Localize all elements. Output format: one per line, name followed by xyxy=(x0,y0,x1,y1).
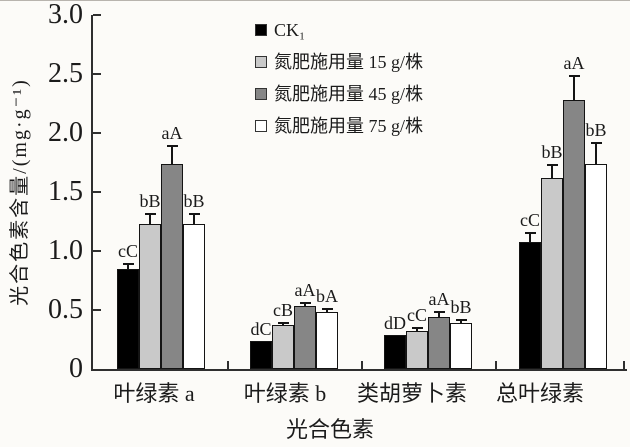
bar-类胡萝卜素-氮肥施用量 75 g/株 xyxy=(450,322,472,369)
significance-label: cC xyxy=(118,240,138,261)
error-bar-line xyxy=(551,163,553,178)
bar-叶绿素 b-氮肥施用量 15 g/株 xyxy=(272,325,294,369)
legend-item: 氮肥施用量 45 g/株 xyxy=(255,78,423,110)
bar-叶绿素 a-氮肥施用量 75 g/株 xyxy=(183,223,205,369)
error-bar-line xyxy=(438,311,440,318)
legend-swatch-icon xyxy=(255,56,267,68)
significance-label: aA xyxy=(563,53,585,74)
error-bar-cap xyxy=(411,326,423,329)
error-bar-cap xyxy=(568,75,580,78)
x-axis-title: 光合色素 xyxy=(285,417,375,442)
category-label: 类胡萝卜素 xyxy=(356,381,468,406)
y-tick-mark xyxy=(93,132,101,134)
x-tick-mark xyxy=(494,361,497,369)
significance-label: bB xyxy=(585,120,607,141)
error-bar-cap xyxy=(546,163,558,166)
significance-label: bB xyxy=(183,191,205,212)
bar-叶绿素 a-氮肥施用量 15 g/株 xyxy=(139,223,161,369)
significance-label: cC xyxy=(407,304,427,325)
y-tick-label: 1.0 xyxy=(48,235,83,266)
y-tick-label: 1.5 xyxy=(48,176,83,207)
legend-label: 氮肥施用量 75 g/株 xyxy=(274,116,424,136)
bar-总叶绿素-氮肥施用量 75 g/株 xyxy=(585,163,607,369)
bar-类胡萝卜素-氮肥施用量 45 g/株 xyxy=(428,317,450,369)
significance-label: cB xyxy=(273,299,293,320)
error-bar-cap xyxy=(122,262,134,265)
error-bar-cap xyxy=(188,213,200,216)
bar-叶绿素 a-氮肥施用量 45 g/株 xyxy=(161,163,183,369)
error-bar-line xyxy=(529,232,531,242)
error-bar-cap xyxy=(524,232,536,235)
y-tick-label: 0 xyxy=(69,353,83,384)
category-label: 总叶绿素 xyxy=(495,381,585,406)
error-bar-cap xyxy=(433,311,445,314)
legend-label: 氮肥施用量 45 g/株 xyxy=(274,84,424,104)
y-tick-label: 2.5 xyxy=(48,58,83,89)
error-bar-line xyxy=(573,75,575,100)
error-bar-line xyxy=(149,213,151,224)
legend-label: 氮肥施用量 15 g/株 xyxy=(274,52,424,72)
legend-item: 氮肥施用量 15 g/株 xyxy=(255,46,423,78)
legend: CK₁ 氮肥施用量 15 g/株 氮肥施用量 45 g/株 氮肥施用量 75 g/株 xyxy=(255,14,423,142)
legend-swatch-icon xyxy=(255,88,267,100)
bar-叶绿素 a-CK₁ xyxy=(117,268,139,369)
significance-label: bB xyxy=(541,141,563,162)
bar-类胡萝卜素-CK₁ xyxy=(384,334,406,369)
x-tick-mark xyxy=(623,361,625,369)
y-tick-label: 3.0 xyxy=(48,0,83,30)
error-bar-line xyxy=(127,262,129,269)
error-bar-cap xyxy=(277,321,289,324)
bar-总叶绿素-氮肥施用量 15 g/株 xyxy=(541,177,563,369)
bar-总叶绿素-氮肥施用量 45 g/株 xyxy=(563,99,585,369)
y-tick-mark xyxy=(93,250,101,252)
y-tick-mark xyxy=(93,309,101,311)
legend-swatch-icon xyxy=(255,120,267,132)
bar-类胡萝卜素-氮肥施用量 15 g/株 xyxy=(406,331,428,369)
error-bar-line xyxy=(416,326,418,332)
legend-swatch-icon xyxy=(255,24,267,36)
error-bar-line xyxy=(595,142,597,164)
error-bar-line xyxy=(171,144,173,164)
category-label: 叶绿素 b xyxy=(243,381,327,406)
legend-label: CK₁ xyxy=(274,20,306,40)
significance-label: cC xyxy=(520,210,540,231)
error-bar-cap xyxy=(590,142,602,145)
bar-叶绿素 b-CK₁ xyxy=(250,340,272,369)
significance-label: dD xyxy=(384,312,406,333)
bar-叶绿素 b-氮肥施用量 45 g/株 xyxy=(294,306,316,369)
significance-label: aA xyxy=(294,279,316,300)
significance-label: aA xyxy=(161,122,183,143)
significance-label: dC xyxy=(250,318,272,339)
error-bar-line xyxy=(193,213,195,224)
significance-label: bA xyxy=(316,285,338,306)
y-tick-mark xyxy=(93,191,101,193)
error-bar-cap xyxy=(166,144,178,147)
significance-label: bB xyxy=(450,297,472,318)
error-bar-cap xyxy=(144,213,156,216)
error-bar-line xyxy=(304,301,306,307)
y-tick-mark xyxy=(93,14,101,16)
x-tick-mark xyxy=(226,361,229,369)
y-tick-label: 0.5 xyxy=(48,294,83,325)
x-tick-mark xyxy=(360,361,363,369)
error-bar-cap xyxy=(299,301,311,304)
bar-叶绿素 b-氮肥施用量 75 g/株 xyxy=(316,312,338,369)
legend-item: CK₁ xyxy=(255,14,423,46)
plot-area: cC dC dD cC bB cB cC bB aA aA aA aA bB bA bB bB xyxy=(91,14,627,371)
y-tick-label: 2.0 xyxy=(48,117,83,148)
scan-edge-line xyxy=(0,0,630,1)
significance-label: bB xyxy=(139,191,161,212)
significance-label: aA xyxy=(428,289,450,310)
y-tick-mark xyxy=(93,73,101,75)
error-bar-cap xyxy=(455,319,467,322)
category-label: 叶绿素 a xyxy=(113,381,195,406)
bar-总叶绿素-CK₁ xyxy=(519,241,541,369)
legend-item: 氮肥施用量 75 g/株 xyxy=(255,110,423,142)
error-bar-line xyxy=(326,307,328,313)
error-bar-cap xyxy=(321,307,333,310)
